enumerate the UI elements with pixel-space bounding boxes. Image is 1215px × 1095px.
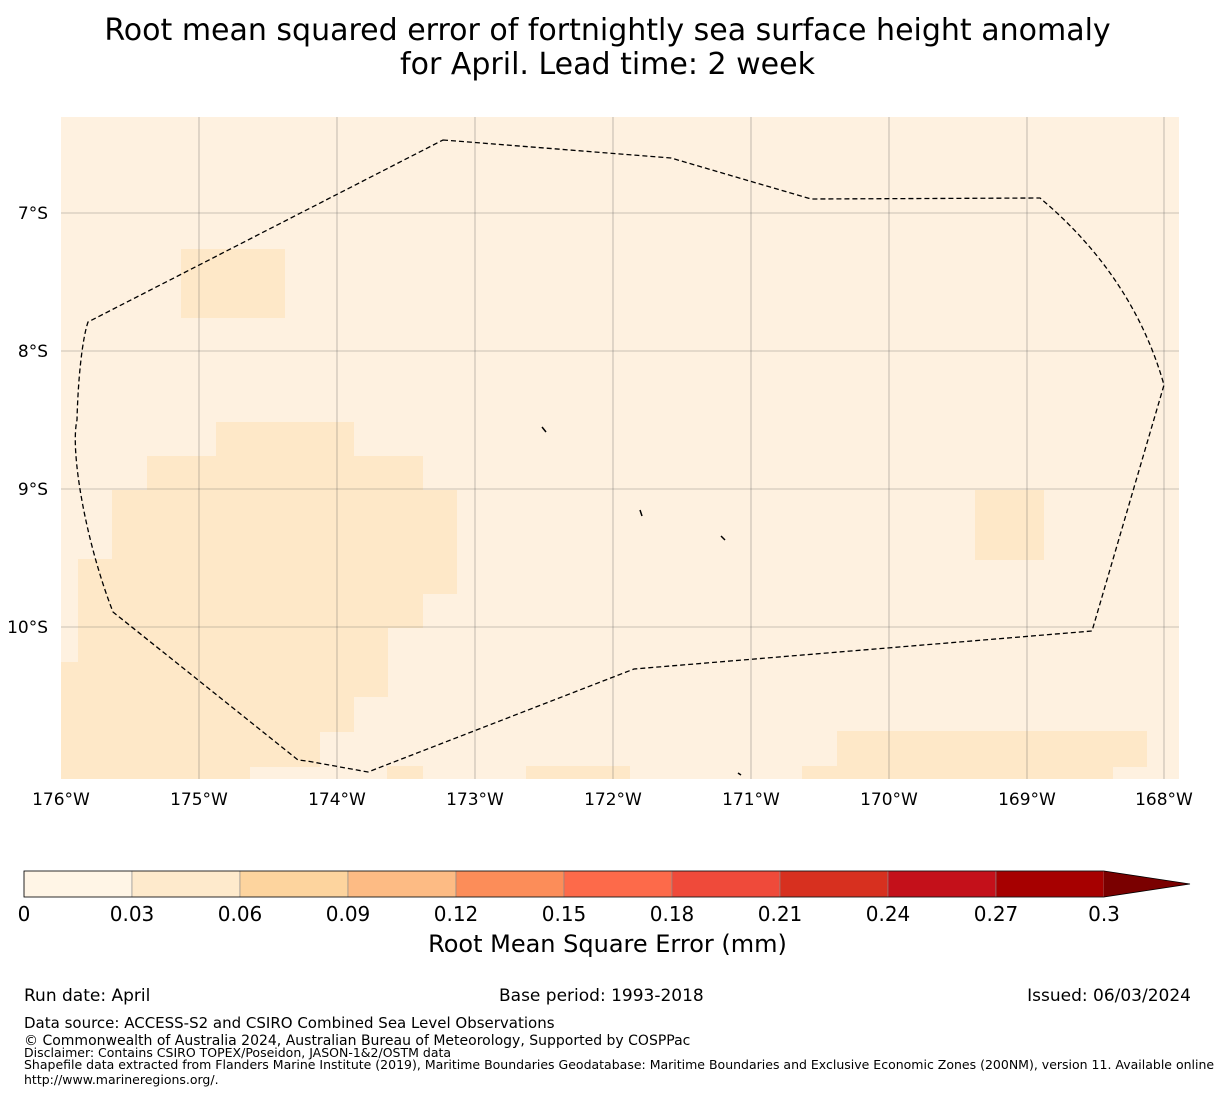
colorbar-tick-label: 0.24 [866,902,911,926]
colorbar-ticks: 0 0.03 0.06 0.09 0.12 0.15 0.18 0.21 0.24 0.27 0.3 [18,902,1120,926]
eez-boundary [74,139,1165,773]
colorbar-label: Root Mean Square Error (mm) [428,930,787,958]
issued-date: Issued: 06/03/2024 [1027,986,1191,1006]
title-line-1: Root mean squared error of fortnightly s… [104,13,1111,48]
longitude-labels: 176°W 175°W 174°W 173°W 172°W 171°W 170°… [32,790,1193,810]
colorbar-tick-label: 0.15 [542,902,587,926]
islands [541,426,742,776]
lon-label: 176°W [32,790,90,810]
lon-label: 171°W [722,790,780,810]
latitude-labels: 7°S 8°S 9°S 10°S [7,204,48,638]
colorbar-blocks [23,870,1191,898]
title-line-2: for April. Lead time: 2 week [400,47,815,82]
colorbar-block [995,870,1105,898]
disclaimer: Disclaimer: Contains CSIRO TOPEX/Poseido… [24,1045,452,1060]
colorbar-tick-label: 0.09 [326,902,371,926]
lon-label: 172°W [584,790,642,810]
data-source: Data source: ACCESS-S2 and CSIRO Combine… [24,1014,555,1032]
colorbar-block [455,870,565,898]
colorbar-block [347,870,457,898]
chart-title: Root mean squared error of fortnightly s… [0,14,1215,82]
copyright: © Commonwealth of Australia 2024, Austra… [24,1033,691,1049]
colorbar-tick-label: 0.3 [1088,902,1120,926]
colorbar-extend-arrow [1104,871,1190,897]
base-period: Base period: 1993-2018 [499,986,704,1006]
colorbar-tick-label: 0.03 [110,902,155,926]
lon-label: 175°W [170,790,228,810]
gridlines [61,117,1179,779]
lon-label: 173°W [446,790,504,810]
colorbar-border [23,870,1191,898]
colorbar-block [887,870,997,898]
lon-label: 168°W [1135,790,1193,810]
lon-label: 170°W [860,790,918,810]
lat-label: 8°S [18,342,48,362]
lat-label: 7°S [18,204,48,224]
colorbar-tick-label: 0.06 [218,902,263,926]
colorbar-tick-label: 0.27 [974,902,1019,926]
colorbar-block [563,870,673,898]
shapefile-note: Shapefile data extracted from Flanders M… [24,1057,1215,1072]
colorbar-block [239,870,349,898]
colorbar-tick-label: 0 [18,902,31,926]
colorbar-tick-label: 0.21 [758,902,803,926]
colorbar-block [779,870,889,898]
lat-label: 9°S [18,480,48,500]
lon-label: 174°W [308,790,366,810]
run-date: Run date: April [24,986,151,1006]
shapefile-url: http://www.marineregions.org/. [24,1072,219,1087]
lon-label: 169°W [998,790,1056,810]
colorbar-tick-label: 0.12 [434,902,479,926]
colorbar-block [23,870,133,898]
colorbar-block [671,870,781,898]
colorbar-block [131,870,241,898]
lat-label: 10°S [7,618,48,638]
colorbar-tick-label: 0.18 [650,902,695,926]
rmse-cells [61,249,1147,779]
